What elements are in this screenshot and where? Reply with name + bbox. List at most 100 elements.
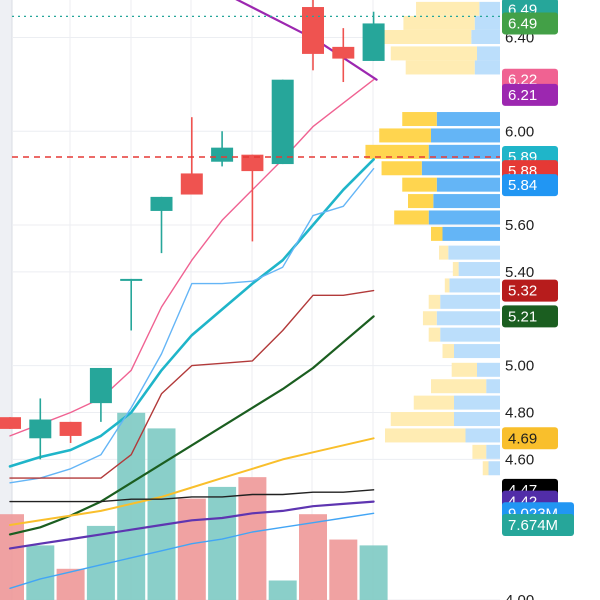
price-badge-label: 7.674M (508, 517, 558, 534)
price-badge-7 (502, 279, 558, 302)
indicator-line-7 (8, 500, 375, 550)
profile-row-yellow-8 (381, 161, 422, 176)
profile-row-yellow-14 (452, 262, 459, 277)
candle-body-6 (180, 173, 203, 195)
indicator-line-3 (9, 289, 375, 479)
y-tick-label: 4.60 (505, 451, 534, 468)
indicator-line-2 (9, 168, 375, 484)
profile-row-yellow-20 (451, 362, 477, 377)
profile-row-blue-14 (458, 262, 500, 277)
candle-body-10 (302, 7, 324, 54)
profile-row-yellow-2 (379, 30, 472, 44)
profile-row-blue-25 (486, 444, 500, 459)
profile-row-yellow-22 (413, 395, 454, 410)
profile-row-yellow-15 (444, 278, 450, 293)
profile-row-blue-1 (474, 15, 500, 30)
profile-row-yellow-18 (428, 327, 441, 342)
profile-row-yellow-5 (402, 112, 437, 127)
indicator-line-1 (9, 79, 375, 437)
volume-profile (365, 1, 500, 476)
price-badge-label: 4.69 (508, 430, 537, 447)
y-tick-label: 4.00 (505, 592, 534, 600)
candle-body-9 (271, 79, 294, 165)
profile-row-blue-8 (421, 161, 500, 176)
y-tick-label: 5.00 (505, 358, 534, 375)
left-panel-edge (0, 0, 12, 600)
price-badge-label: 6.21 (508, 87, 537, 104)
price-badge-9 (502, 427, 558, 450)
volume-bars (0, 412, 388, 600)
profile-row-blue-15 (449, 278, 500, 293)
profile-row-yellow-10 (408, 194, 434, 209)
indicator-line-8 (9, 512, 375, 589)
profile-row-blue-13 (448, 245, 500, 260)
profile-row-blue-19 (454, 344, 500, 359)
y-tick-label: 4.80 (505, 405, 534, 422)
volume-bar-8 (238, 477, 267, 600)
profile-row-blue-4 (474, 60, 500, 75)
profile-row-blue-26 (488, 461, 500, 476)
price-badge-label: 5.84 (508, 177, 537, 194)
profile-row-blue-0 (479, 1, 500, 16)
profile-row-blue-10 (433, 194, 500, 209)
y-tick-label: 5.40 (505, 264, 534, 281)
volume-bar-11 (329, 539, 358, 600)
profile-row-blue-21 (486, 379, 500, 394)
indicator-line-6 (9, 489, 375, 503)
profile-row-yellow-13 (439, 245, 449, 260)
profile-row-yellow-0 (416, 1, 480, 16)
profile-row-yellow-23 (390, 412, 454, 427)
candle-body-7 (211, 147, 234, 162)
candle-body-3 (89, 367, 112, 404)
candle-body-12 (362, 23, 385, 61)
profile-row-blue-7 (428, 144, 500, 159)
profile-row-blue-23 (454, 412, 500, 427)
volume-bar-5 (147, 428, 176, 600)
profile-row-yellow-9 (402, 177, 437, 192)
profile-row-yellow-4 (405, 60, 475, 75)
candle-body-11 (332, 46, 355, 59)
candle-body-5 (150, 196, 173, 211)
profile-row-blue-12 (442, 226, 500, 241)
profile-row-blue-9 (436, 177, 500, 192)
profile-row-blue-11 (428, 210, 500, 225)
profile-row-yellow-25 (472, 444, 487, 459)
profile-row-yellow-11 (394, 210, 429, 225)
profile-row-blue-17 (436, 311, 500, 326)
indicator-lines (8, 0, 378, 589)
volume-bar-9 (268, 580, 297, 600)
indicator-line-5 (9, 437, 375, 526)
profile-row-yellow-7 (365, 144, 429, 159)
candle-body-2 (59, 421, 82, 436)
profile-row-yellow-19 (442, 344, 454, 359)
candle-body-4 (120, 278, 143, 281)
indicator-line-0 (8, 158, 375, 468)
profile-row-blue-20 (477, 362, 500, 377)
volume-bar-1 (26, 545, 55, 600)
price-badge-label: 6.49 (508, 15, 537, 32)
profile-row-blue-6 (431, 128, 500, 143)
y-tick-label: 5.60 (505, 217, 534, 234)
candle-body-0 (0, 417, 21, 429)
volume-bar-7 (208, 486, 237, 600)
profile-row-blue-5 (436, 112, 500, 127)
profile-row-yellow-21 (431, 379, 487, 394)
profile-row-yellow-17 (422, 311, 437, 326)
price-badges: 6.496.496.226.215.895.885.845.325.214.69… (502, 0, 574, 536)
price-badge-1 (502, 12, 558, 35)
indicator-line-9 (235, 0, 378, 81)
price-markers (12, 15, 500, 158)
candle-body-1 (29, 419, 52, 439)
price-badge-8 (502, 305, 558, 328)
profile-row-yellow-26 (482, 461, 489, 476)
profile-row-blue-22 (454, 395, 500, 410)
volume-bar-10 (299, 514, 327, 600)
candlesticks (0, 0, 385, 460)
profile-row-blue-3 (477, 46, 500, 61)
profile-row-yellow-24 (385, 428, 466, 443)
profile-row-yellow-1 (403, 15, 475, 30)
profile-row-blue-24 (465, 428, 500, 443)
profile-row-blue-2 (471, 30, 500, 44)
